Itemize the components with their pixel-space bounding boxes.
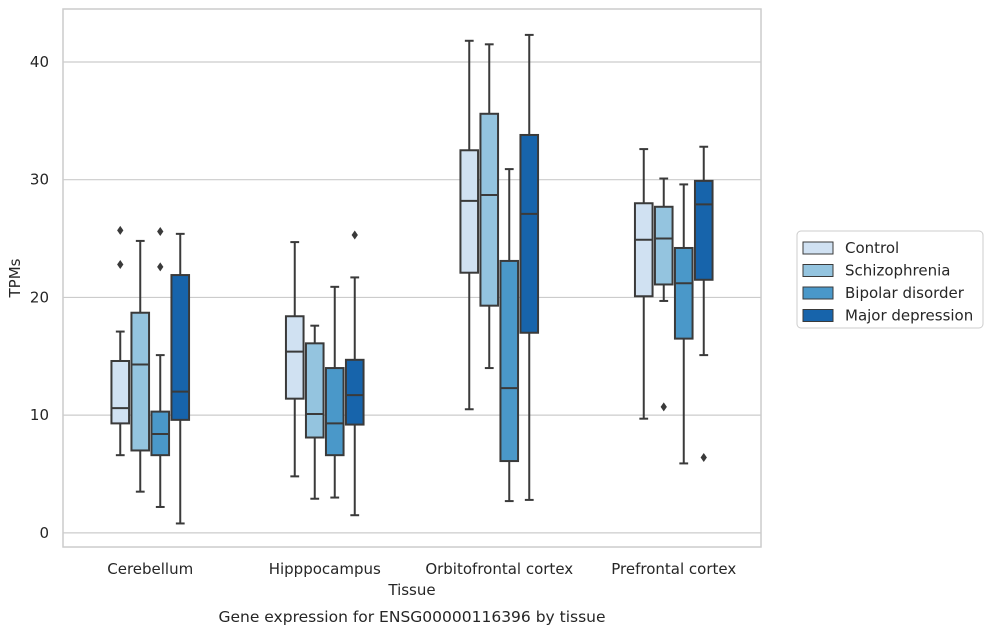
box-body xyxy=(110,359,131,425)
outlier-point xyxy=(351,230,358,240)
x-axis-label: Tissue xyxy=(387,581,435,599)
x-tick-label: Orbitofrontal cortex xyxy=(425,560,573,578)
series-major-depression xyxy=(170,33,714,525)
outlier-point xyxy=(700,453,707,463)
legend-label: Major depression xyxy=(845,307,973,325)
legend-item: Control xyxy=(802,239,899,257)
legend-label: Bipolar disorder xyxy=(845,284,965,302)
outlier-point xyxy=(117,259,124,269)
legend-label: Schizophrenia xyxy=(845,262,950,280)
box-body xyxy=(499,259,520,463)
outlier-point xyxy=(157,226,164,236)
legend-swatch xyxy=(802,264,834,277)
y-tick-label: 20 xyxy=(30,288,49,306)
series-bipolar-disorder xyxy=(150,168,694,508)
box-body xyxy=(130,311,151,452)
box-body xyxy=(459,149,480,274)
legend-item: Bipolar disorder xyxy=(802,284,965,302)
outlier-point xyxy=(117,225,124,235)
legend-swatch xyxy=(802,241,834,255)
legend-label: Control xyxy=(845,239,899,257)
box-body xyxy=(344,358,365,426)
box-body xyxy=(170,274,191,421)
plot-frame xyxy=(62,8,762,548)
legend: Control Schizophrenia Bipolar disorder Majo… xyxy=(796,230,984,329)
legend-swatch xyxy=(802,309,834,322)
y-tick-label: 30 xyxy=(30,171,49,189)
box-body xyxy=(693,179,714,281)
series-schizophrenia xyxy=(130,43,674,500)
outlier-point xyxy=(157,262,164,272)
chart-caption: Gene expression for ENSG00000116396 by t… xyxy=(218,608,605,626)
legend-item: Major depression xyxy=(802,307,973,325)
box-body xyxy=(324,367,345,457)
box-body xyxy=(633,202,654,298)
y-tick-label: 10 xyxy=(30,406,49,424)
box-body xyxy=(479,112,500,307)
series-control xyxy=(110,39,654,478)
box-body xyxy=(653,205,674,286)
x-tick-label: Cerebellum xyxy=(107,560,193,578)
legend-swatch xyxy=(802,286,834,300)
legend-item: Schizophrenia xyxy=(802,262,950,280)
box-body xyxy=(673,246,694,340)
box-body xyxy=(284,315,305,400)
box-body xyxy=(519,133,540,334)
y-tick-label: 0 xyxy=(39,524,49,542)
outlier-point xyxy=(660,402,667,412)
box-body xyxy=(304,342,325,439)
x-tick-label: Prefrontal cortex xyxy=(611,560,736,578)
legend-frame xyxy=(796,230,984,329)
x-tick-label: Hipppocampus xyxy=(269,560,381,578)
y-tick-label: 40 xyxy=(30,53,49,71)
y-axis-label: TPMs xyxy=(6,258,24,298)
